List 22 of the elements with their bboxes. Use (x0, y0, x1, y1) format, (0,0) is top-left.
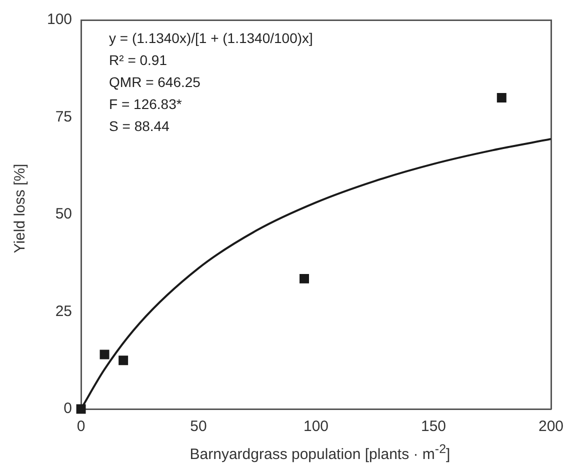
annotation: S = 88.44 (109, 118, 170, 134)
point (300, 274, 310, 284)
x-tick-label: 50 (190, 418, 207, 436)
y-tick-label: 100 (46, 11, 72, 28)
y-tick-label: 75 (55, 108, 72, 126)
x-tick-label: 150 (420, 418, 446, 436)
y-tick-label: 0 (64, 400, 72, 418)
annotation: F = 126.83* (109, 96, 182, 112)
annotation: QMR = 646.25 (109, 74, 201, 90)
x-tick-label: 200 (538, 418, 564, 436)
x-tick-label: 0 (76, 418, 86, 436)
y-axis-title: Yield loss [%] (12, 162, 28, 256)
y-tick-label: 25 (55, 302, 72, 320)
annotation: R² = 0.91 (109, 52, 168, 68)
point (100, 350, 110, 360)
x-axis-title: Barnyardgrass population [plants · m$^{-2}$] (188, 442, 452, 463)
y-tick-label: 50 (55, 206, 72, 223)
x-tick-label: 100 (304, 418, 329, 436)
point (496, 93, 506, 103)
point (76, 404, 86, 414)
annotation: y = (1.1340x)/[1 + (1.1340/100)x] (109, 30, 313, 46)
point (118, 356, 128, 366)
